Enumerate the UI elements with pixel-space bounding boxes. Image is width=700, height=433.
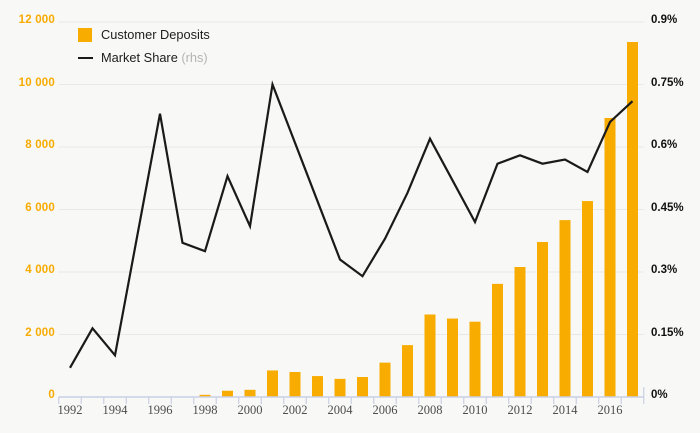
bar-2007 [402, 345, 413, 397]
bar-2009 [447, 318, 458, 397]
left-axis-tick-label: 0 [48, 389, 55, 401]
x-axis-tick-label: 2010 [462, 403, 488, 417]
bar-swatch-icon [78, 27, 92, 42]
left-axis-tick-label: 12 000 [18, 14, 55, 26]
x-axis-tick-label: 2012 [507, 403, 533, 417]
x-axis-tick-label: 2008 [417, 403, 443, 417]
right-axis-tick-label: 0.75% [651, 76, 684, 89]
x-axis-tick-label: 2016 [597, 403, 623, 417]
line-swatch-icon [78, 56, 93, 59]
x-axis-tick-label: 1996 [147, 403, 173, 417]
legend-item-market-share: Market Share (rhs) [78, 46, 210, 69]
right-axis-tick-label: 0.3% [651, 264, 678, 276]
x-axis-tick-label: 2002 [282, 403, 308, 417]
market-share-line [69, 80, 634, 369]
right-axis-tick-label: 0.6% [651, 139, 678, 151]
right-axis-tick-label: 0.9% [651, 14, 678, 26]
x-axis-tick-label: 2014 [552, 403, 578, 417]
bar-2012 [514, 267, 526, 397]
bar-2008 [424, 314, 436, 397]
x-axis-tick-label: 1992 [57, 403, 83, 417]
bar-2010 [469, 321, 481, 397]
bar-2001 [267, 370, 278, 397]
x-axis-tick-label: 2006 [372, 403, 398, 417]
bar-2000 [244, 389, 256, 397]
right-axis-tick-label: 0.15% [651, 326, 684, 339]
left-axis-tick-label: 10 000 [18, 76, 55, 89]
x-axis-tick-label: 1994 [102, 403, 128, 417]
bar-2004 [334, 378, 346, 397]
legend-label-customer-deposits: Customer Deposits [101, 27, 210, 42]
left-axis-tick-label: 8 000 [25, 139, 55, 151]
bar-2015 [582, 201, 593, 397]
legend-label-market-share-text: Market Share [101, 50, 178, 65]
bar-2014 [559, 220, 571, 397]
right-axis-tick-label: 0.45% [651, 201, 684, 214]
x-axis-tick-label: 2000 [237, 403, 263, 417]
bar-2011 [492, 283, 503, 397]
bar-2017 [627, 42, 638, 397]
legend: Customer Deposits Market Share (rhs) [78, 23, 210, 69]
bar-2006 [379, 362, 391, 397]
bar-2016 [604, 117, 616, 397]
bar-2003 [312, 376, 323, 397]
left-axis-tick-label: 2 000 [25, 326, 55, 339]
bar-2013 [537, 242, 548, 397]
left-axis-tick-label: 6 000 [25, 201, 55, 214]
bar-2002 [289, 372, 301, 397]
bar-1998 [199, 394, 211, 397]
right-axis-tick-label: 0% [651, 389, 668, 401]
legend-label-market-share: Market Share (rhs) [101, 50, 208, 65]
left-axis-tick-label: 4 000 [25, 264, 55, 276]
x-axis-tick-label: 2004 [327, 403, 353, 417]
legend-item-customer-deposits: Customer Deposits [78, 23, 210, 46]
x-axis-tick-label: 1998 [192, 403, 218, 417]
bar-2005 [357, 377, 368, 397]
bar-1999 [222, 390, 233, 397]
legend-label-rhs: (rhs) [177, 50, 208, 65]
